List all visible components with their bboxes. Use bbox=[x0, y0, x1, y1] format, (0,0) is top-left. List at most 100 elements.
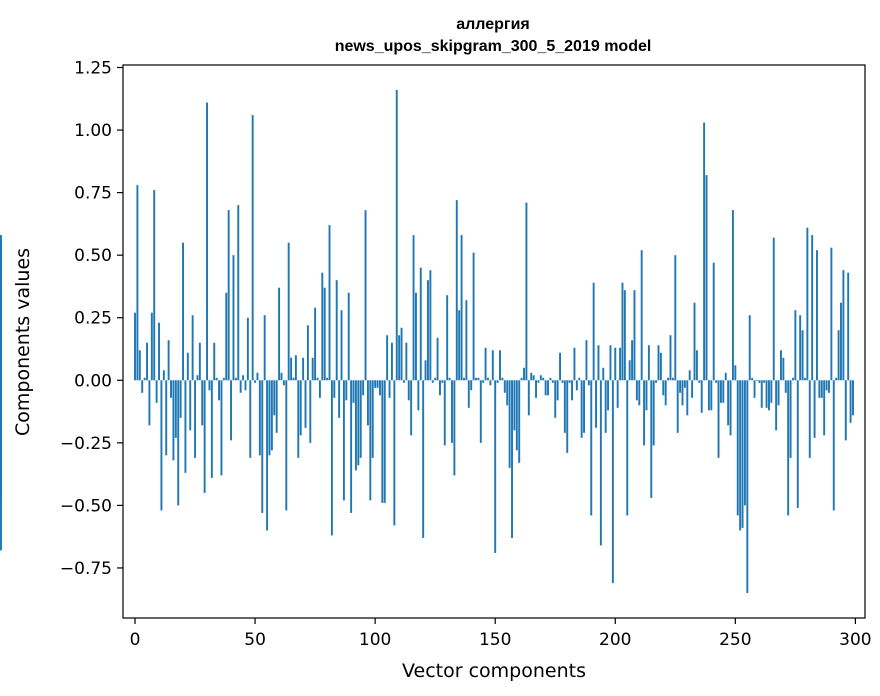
bar-52 bbox=[258, 380, 261, 456]
bar-108 bbox=[393, 380, 396, 526]
bar-125 bbox=[434, 377, 437, 381]
bar-100 bbox=[374, 380, 377, 388]
bar-19 bbox=[179, 380, 182, 418]
bar-229 bbox=[683, 380, 686, 388]
y-axis-label: Components values bbox=[12, 248, 34, 436]
bar-263 bbox=[765, 380, 768, 408]
bar-290 bbox=[830, 247, 833, 381]
bar-18 bbox=[177, 380, 180, 506]
bar-278 bbox=[801, 330, 804, 381]
bar-154 bbox=[503, 380, 506, 393]
y-tick-label: 0.25 bbox=[74, 309, 112, 329]
bar-192 bbox=[595, 380, 598, 428]
bar-29 bbox=[203, 380, 206, 493]
bar-261 bbox=[760, 380, 763, 408]
bar-113 bbox=[405, 342, 408, 381]
bar-144 bbox=[479, 380, 482, 443]
bar-65 bbox=[290, 357, 293, 381]
bar-81 bbox=[328, 225, 331, 381]
bar-264 bbox=[767, 380, 770, 411]
bar-20 bbox=[182, 242, 184, 381]
bar-135 bbox=[458, 310, 461, 381]
bar-130 bbox=[446, 295, 449, 381]
bar-132 bbox=[451, 380, 453, 443]
bar-228 bbox=[681, 380, 684, 406]
bar-undefined bbox=[0, 380, 2, 551]
bar-undefined bbox=[0, 250, 2, 381]
bar-110 bbox=[398, 335, 401, 381]
bar-238 bbox=[705, 175, 708, 381]
bar-174 bbox=[551, 380, 554, 383]
bar-26 bbox=[196, 375, 199, 381]
bar-73 bbox=[309, 380, 312, 443]
bar-91 bbox=[352, 380, 355, 403]
plot-area bbox=[0, 64, 866, 619]
bar-56 bbox=[268, 380, 271, 456]
bar-37 bbox=[222, 377, 225, 381]
bar-94 bbox=[359, 380, 362, 458]
bar-151 bbox=[496, 380, 499, 383]
bar-217 bbox=[655, 380, 658, 383]
bar-124 bbox=[431, 380, 434, 383]
bar-235 bbox=[698, 380, 701, 383]
bar-158 bbox=[513, 380, 516, 431]
x-tick-label: 150 bbox=[479, 630, 511, 650]
bar-27 bbox=[198, 342, 201, 381]
bar-141 bbox=[472, 252, 475, 381]
bar-195 bbox=[602, 367, 605, 381]
bar-292 bbox=[835, 377, 838, 381]
bar-259 bbox=[755, 380, 758, 381]
bar-74 bbox=[311, 357, 314, 381]
bar-35 bbox=[218, 380, 221, 401]
bar-285 bbox=[818, 380, 821, 398]
bar-246 bbox=[724, 372, 727, 381]
bar-223 bbox=[669, 335, 672, 381]
bar-11 bbox=[160, 380, 163, 511]
bar-51 bbox=[256, 372, 259, 381]
bar-111 bbox=[400, 327, 403, 381]
bar-61 bbox=[280, 372, 283, 381]
bar-123 bbox=[429, 270, 432, 381]
bar-23 bbox=[189, 380, 192, 431]
bar-236 bbox=[700, 380, 703, 413]
bar-233 bbox=[693, 302, 696, 381]
bar-226 bbox=[676, 380, 679, 433]
bar-71 bbox=[304, 380, 307, 428]
bar-148 bbox=[489, 380, 492, 386]
bar-60 bbox=[278, 287, 281, 381]
chart-subtitle: news_upos_skipgram_300_5_2019 model bbox=[335, 38, 652, 55]
bar-87 bbox=[342, 380, 345, 501]
bar-181 bbox=[568, 380, 571, 383]
bar-49 bbox=[251, 115, 254, 381]
bar-248 bbox=[729, 380, 732, 436]
bar-45 bbox=[242, 375, 245, 381]
y-tick-label: 0.75 bbox=[74, 184, 112, 204]
bar-178 bbox=[561, 380, 564, 383]
bar-262 bbox=[763, 380, 766, 383]
bar-188 bbox=[585, 340, 588, 381]
bar-187 bbox=[583, 380, 586, 433]
bar-213 bbox=[645, 380, 648, 411]
bar-179 bbox=[563, 380, 566, 433]
bar-222 bbox=[667, 377, 670, 381]
bar-275 bbox=[794, 310, 797, 381]
bar-142 bbox=[475, 377, 477, 381]
bar-152 bbox=[499, 350, 501, 381]
bar-72 bbox=[306, 325, 309, 381]
bar-286 bbox=[820, 380, 823, 398]
bar-159 bbox=[515, 380, 518, 451]
bar-258 bbox=[753, 380, 756, 398]
bar-185 bbox=[578, 377, 581, 381]
bar-121 bbox=[424, 360, 427, 381]
bar-150 bbox=[494, 380, 497, 553]
bar-78 bbox=[321, 272, 324, 381]
bar-172 bbox=[547, 380, 549, 396]
bar-257 bbox=[751, 377, 754, 381]
bar-156 bbox=[508, 380, 511, 468]
bar-173 bbox=[549, 377, 552, 381]
bar-129 bbox=[443, 380, 446, 446]
bar-166 bbox=[532, 375, 535, 381]
bar-48 bbox=[249, 380, 252, 458]
bar-167 bbox=[535, 380, 537, 398]
bar-216 bbox=[652, 380, 655, 446]
